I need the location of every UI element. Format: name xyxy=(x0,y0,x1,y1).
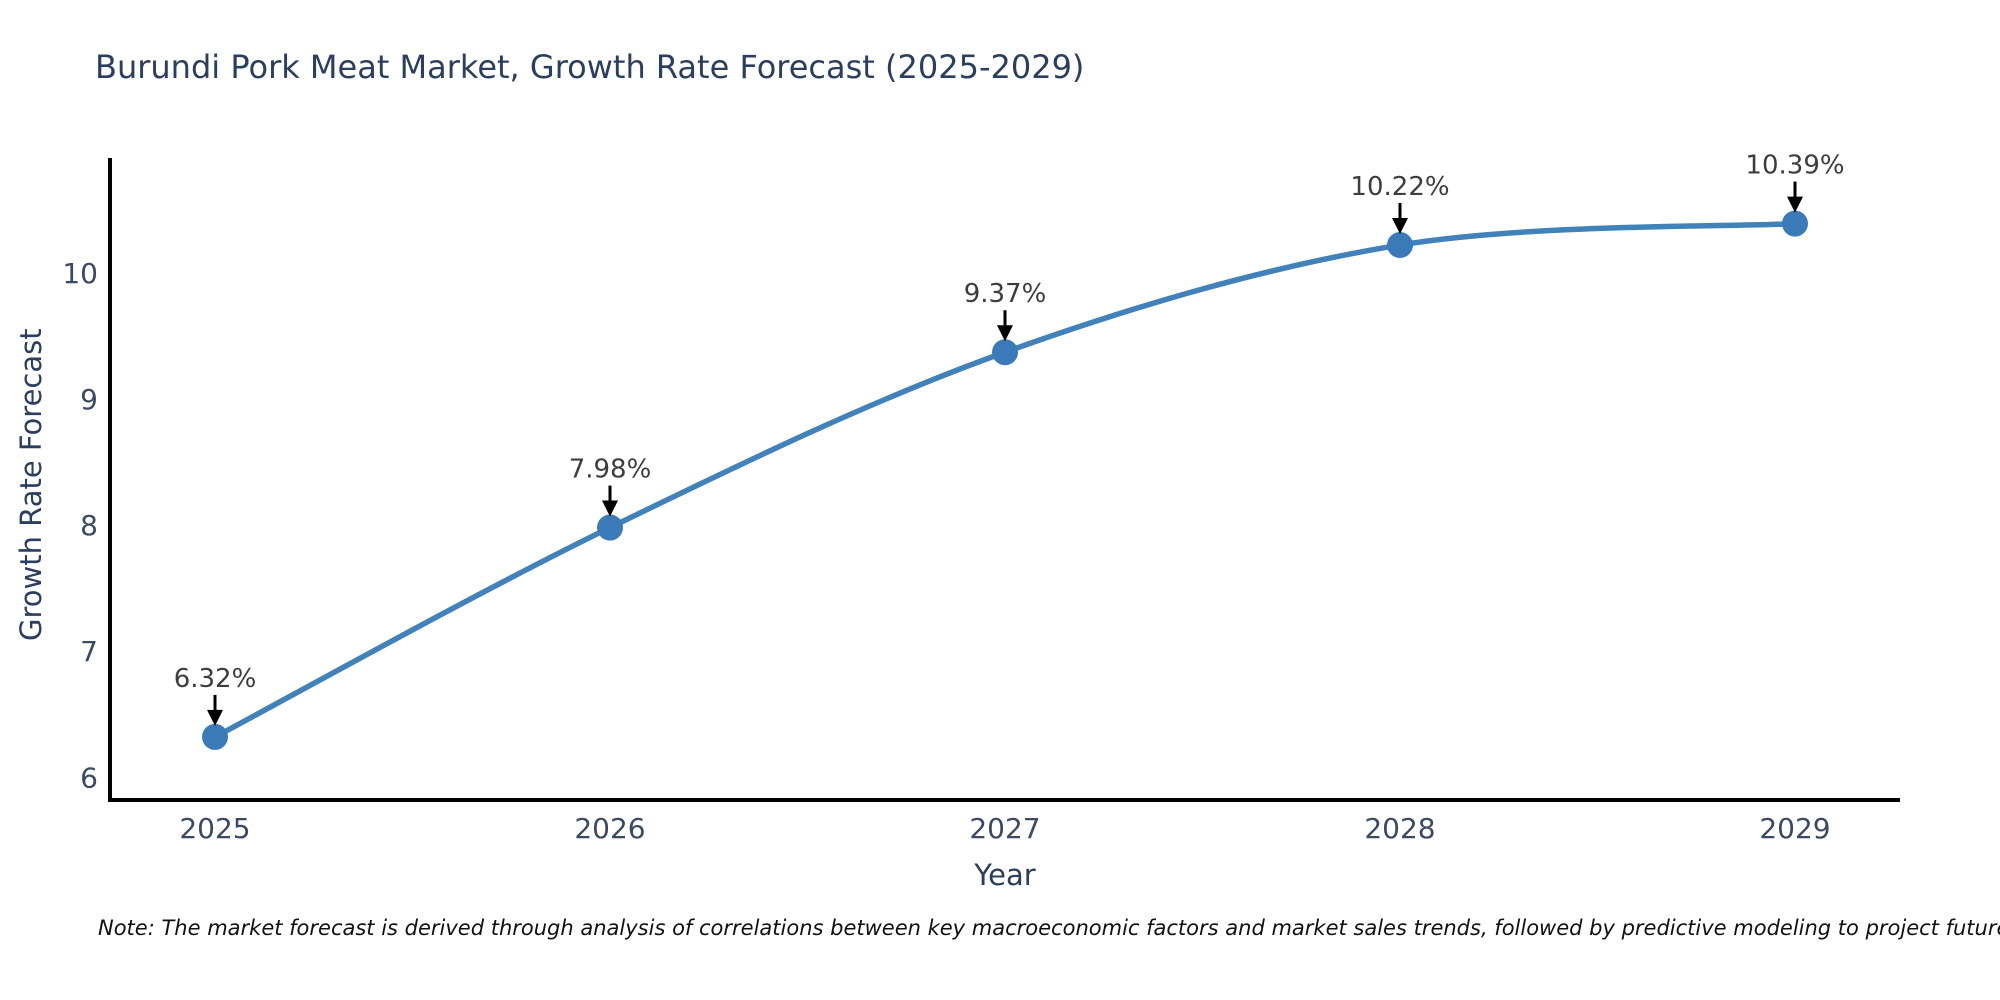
annotation-label: 9.37% xyxy=(964,279,1047,309)
annotation-arrowhead-icon xyxy=(207,709,223,726)
annotation-arrowhead-icon xyxy=(1787,196,1803,213)
y-tick-label: 9 xyxy=(80,383,98,416)
x-tick-label: 2028 xyxy=(1364,812,1435,845)
data-point-marker xyxy=(202,723,228,750)
x-tick-label: 2026 xyxy=(574,812,645,845)
annotation-arrowhead-icon xyxy=(997,325,1013,342)
y-tick-label: 8 xyxy=(80,509,98,542)
annotation-arrowhead-icon xyxy=(602,500,618,517)
data-point-marker xyxy=(992,339,1018,366)
y-tick-label: 10 xyxy=(62,257,98,290)
data-point-marker xyxy=(1782,210,1808,237)
annotation-label: 10.22% xyxy=(1350,172,1449,202)
annotation-label: 6.32% xyxy=(174,664,257,694)
annotation-arrowhead-icon xyxy=(1392,218,1408,235)
annotation-label: 7.98% xyxy=(569,455,652,485)
x-tick-label: 2025 xyxy=(179,812,250,845)
data-point-marker xyxy=(1387,232,1413,259)
axis-spines xyxy=(108,158,1900,802)
annotation-label: 10.39% xyxy=(1745,151,1844,181)
x-axis-label: Year xyxy=(974,858,1036,892)
x-tick-label: 2029 xyxy=(1759,812,1830,845)
y-tick-label: 7 xyxy=(80,635,98,668)
x-tick-label: 2027 xyxy=(969,812,1040,845)
y-tick-label: 6 xyxy=(80,761,98,794)
data-point-marker xyxy=(597,514,623,541)
chart-title: Burundi Pork Meat Market, Growth Rate Fo… xyxy=(95,48,1085,86)
footnote: Note: The market forecast is derived thr… xyxy=(98,916,2000,940)
